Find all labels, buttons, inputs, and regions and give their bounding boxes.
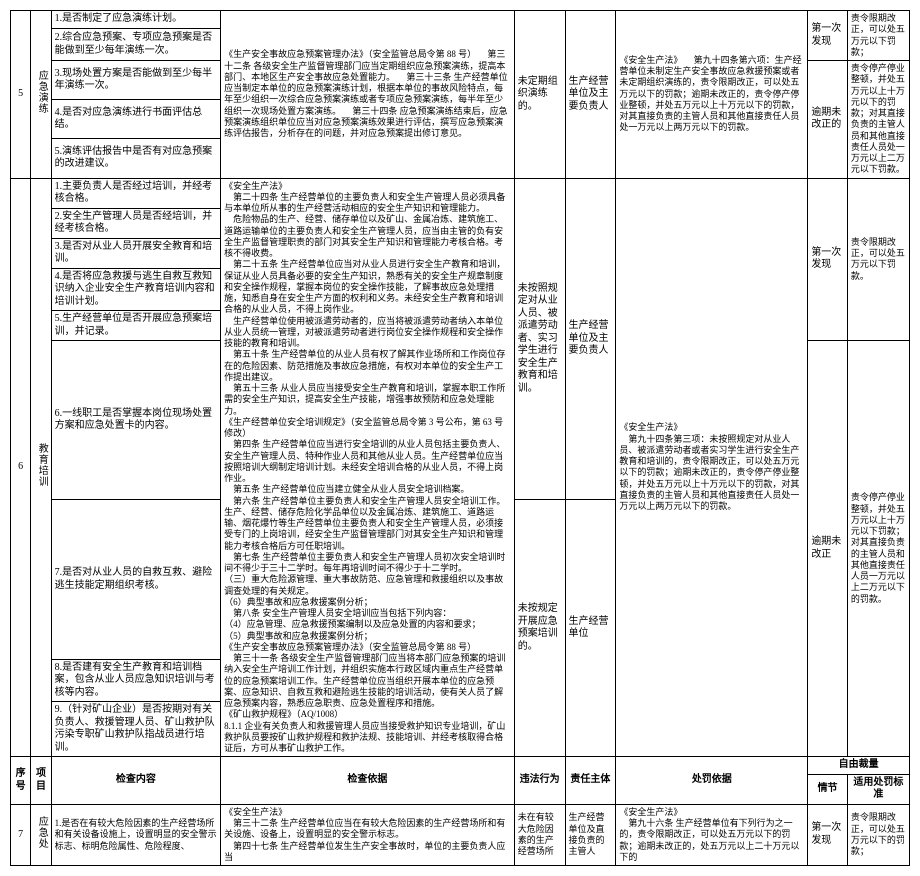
hdr-basis: 检查依据 — [221, 757, 515, 805]
subj-6-1: 生产经营单位及主要负责人 — [565, 178, 616, 500]
seq-7: 7 — [11, 804, 31, 865]
std-7: 责令限期改正，可以处五万元以下的罚款； — [847, 804, 909, 865]
item-6: 教育培训 — [31, 178, 51, 757]
item-7: 应急处 — [31, 804, 51, 865]
hdr-circ: 情节 — [808, 774, 848, 804]
viol-5: 未定期组织演练的。 — [514, 11, 565, 179]
std-5-2: 责令停产停业整顿，并处五万元以上十万元以下的罚款；对其直接负责的主管人员和其他直… — [847, 61, 909, 179]
std-6-2: 责令停产停业整顿，并处五万元以上十万元以下罚款； 对其直接负责的主管人员和其他直… — [847, 341, 909, 757]
hdr-free: 自由裁量 — [808, 757, 910, 775]
basis-5: 《生产安全事故应急预案管理办法》（安全监管总局令第 88 号） 第三十二条 各级… — [221, 11, 515, 179]
check-6-5: 5.生产经营单位是否开展应急预案培训，并记录。 — [51, 311, 220, 341]
regulation-table: 5 应急演练 1.是否制定了应急演练计划。 《生产安全事故应急预案管理办法》（安… — [10, 10, 910, 866]
check-5-2: 2.综合应急预案、专项应急预案是否能做到至少每年演练一次。 — [51, 29, 220, 61]
hdr-check: 检查内容 — [51, 757, 220, 805]
check-6-8: 8.是否建有安全生产教育和培训档案，包含从业人员应急知识培训与考核等内容。 — [51, 659, 220, 702]
penalty-6: 《安全生产法》 第九十四条第三项：未按照规定对从业人员、被派遣劳动者或者实习学生… — [616, 178, 808, 757]
basis-6: 《安全生产法》 第二十四条 生产经营单位的主要负责人和安全生产管理人员必须具备与… — [221, 178, 515, 757]
check-6-9: 9.（针对矿山企业）是否按期对有关负责人、救援管理人员、矿山救护队污染专职矿山救… — [51, 702, 220, 757]
viol-6-2: 未按规定开展应急预案培训的。 — [514, 500, 565, 757]
subj-5: 生产经营单位及主要负责人 — [565, 11, 616, 179]
hdr-viol: 违法行为 — [514, 757, 565, 805]
hdr-subj: 责任主体 — [565, 757, 616, 805]
circ-6-2: 逾期未改正 — [808, 341, 848, 757]
check-5-3: 3.现场处置方案是否能做到至少每半年演练一次。 — [51, 61, 220, 100]
circ-5-1: 第一次发现 — [808, 11, 848, 61]
check-6-4: 4.是否将应急救援与逃生自救互救知识纳入企业安全生产教育培训内容和培训计划。 — [51, 268, 220, 311]
check-6-6: 6.一线职工是否掌握本岗位现场处置方案和应急处置卡的内容。 — [51, 341, 220, 500]
check-6-7: 7.是否对从业人员的自救互救、避险逃生技能定期组织考核。 — [51, 500, 220, 659]
check-5-5: 5.演练评估报告中是否有对应急预案的改进建议。 — [51, 139, 220, 178]
check-7: 1.是否在有较大危险因素的生产经营场所和有关设备设施上，设置明显的安全警示标志、… — [51, 804, 220, 865]
hdr-seq: 序号 — [11, 757, 31, 805]
hdr-penalty: 处罚依据 — [616, 757, 808, 805]
subj-6-2: 生产经营单位 — [565, 500, 616, 757]
seq-5: 5 — [11, 11, 31, 179]
penalty-7: 《安全生产法》 第九十六条 生产经营单位有下列行为之一的，责令限期改正，可以处五… — [616, 804, 808, 865]
check-6-3: 3.是否对从业人员开展安全教育和培训。 — [51, 238, 220, 268]
seq-6: 6 — [11, 178, 31, 757]
check-5-4: 4.是否对应急演练进行书面评估总结。 — [51, 100, 220, 139]
subj-7: 生产经营单位及直接负责的主管人 — [565, 804, 616, 865]
hdr-std: 适用处罚标准 — [847, 774, 909, 804]
circ-7: 第一次发现 — [808, 804, 848, 865]
std-6-1: 责令限期改正，可以处五万元以下罚款。 — [847, 178, 909, 341]
circ-5-2: 逾期未改正的 — [808, 61, 848, 179]
circ-6-1: 第一次发现 — [808, 178, 848, 341]
viol-7: 未在有较大危险因素的生产经营场所 — [514, 804, 565, 865]
check-6-2: 2.安全生产管理人员是否经培训，并经考核合格。 — [51, 208, 220, 238]
viol-6-1: 未按照规定对从业人员、被派遣劳动者、实习学生进行安全生产教育和培训。 — [514, 178, 565, 500]
hdr-item: 项目 — [31, 757, 51, 805]
check-5-1: 1.是否制定了应急演练计划。 — [51, 11, 220, 29]
item-5: 应急演练 — [31, 11, 51, 179]
penalty-5: 《安全生产法》 第九十四条第六项：生产经营单位未制定生产安全事故应急救援预案或者… — [616, 11, 808, 179]
std-5-1: 责令限期改正，可以处五万元以下罚款； — [847, 11, 909, 61]
basis-7: 《安全生产法》 第三十二条 生产经营单位应当在有较大危险因素的生产经营场所和有关… — [221, 804, 515, 865]
check-6-1: 1.主要负责人是否经过培训，并经考核合格。 — [51, 178, 220, 208]
